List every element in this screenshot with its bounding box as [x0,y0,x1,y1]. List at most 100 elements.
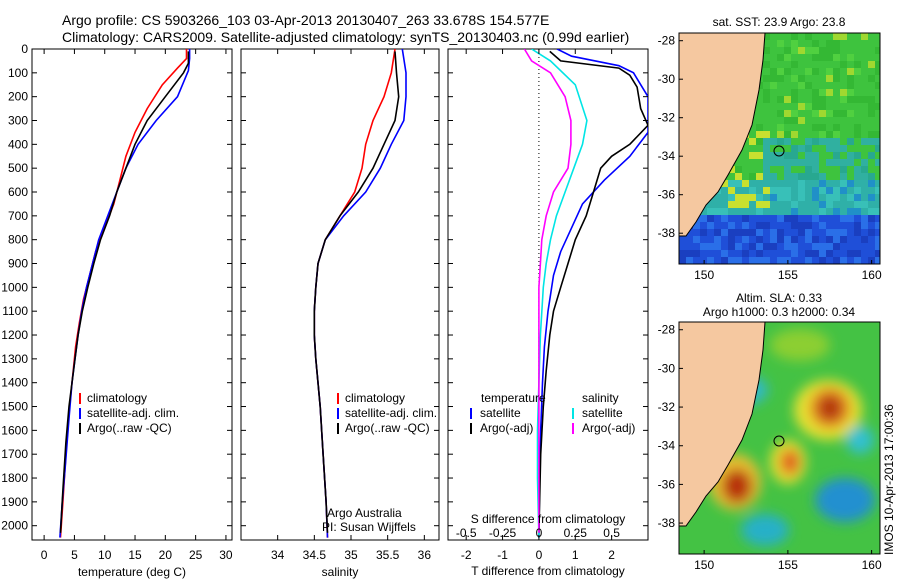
sst-cell [763,103,770,110]
sst-cell [868,124,875,131]
sst-cell [826,243,833,250]
sst-cell [840,131,847,138]
sst-cell [700,215,707,222]
series-line-argo_s [523,49,572,533]
sst-cell [756,173,763,180]
sst-cell [805,229,812,236]
sst-cell [819,222,826,229]
sst-cell [707,257,714,264]
sst-cell [819,194,826,201]
temperature-plot-frame [31,48,233,541]
series-line-argo [538,50,648,533]
sst-cell [777,187,784,194]
sst-cell [777,180,784,187]
map-x-tick-label: 150 [694,268,714,282]
sst-cell [784,138,791,145]
sst-cell [833,229,840,236]
sst-cell [805,110,812,117]
sst-cell [819,131,826,138]
sst-cell [777,131,784,138]
sst-cell [868,96,875,103]
sst-cell [721,180,728,187]
sst-cell [805,257,812,264]
sst-cell [763,173,770,180]
sst-cell [735,166,742,173]
sst-cell [861,61,868,68]
sst-cell [833,180,840,187]
sst-cell [763,166,770,173]
sst-cell [784,82,791,89]
sst-cell [833,166,840,173]
sst-cell [840,201,847,208]
sst-cell [791,145,798,152]
sst-cell [721,215,728,222]
sst-cell [798,194,805,201]
sst-cell [728,187,735,194]
sst-land [679,33,766,237]
sst-cell [721,250,728,257]
sst-cell [826,166,833,173]
sst-cell [854,138,861,145]
sst-cell [791,89,798,96]
sst-cell [868,40,875,47]
sst-cell [826,222,833,229]
sst-cell [714,215,721,222]
sst-cell [798,47,805,54]
sst-cell [798,124,805,131]
sst-cell [714,208,721,215]
sst-cell [791,250,798,257]
sst-cell [868,138,875,145]
difference-panel: -2 -1 0 1 2 -0.5 -0.25 0 0.25 0.5S difference fro… [447,48,649,578]
sst-cell [854,222,861,229]
sst-cell [875,243,880,250]
sst-cell [847,117,854,124]
sst-cell [756,152,763,159]
sst-cell [798,180,805,187]
sst-cell [847,96,854,103]
sst-cell [763,215,770,222]
sst-cell [798,96,805,103]
sst-cell [812,47,819,54]
x-tick-label: 0 [536,548,543,562]
sst-cell [798,61,805,68]
sst-cell [791,110,798,117]
sst-cell [826,152,833,159]
sst-cell [798,82,805,89]
sst-cell [854,180,861,187]
sst-cell [763,82,770,89]
sst-cell [679,243,686,250]
sst-cell [791,222,798,229]
sst-cell [819,215,826,222]
sst-cell [868,222,875,229]
sst-cell [770,152,777,159]
sst-cell [840,236,847,243]
sst-cell [784,215,791,222]
sst-cell [798,131,805,138]
sst-cell [805,243,812,250]
sst-cell [756,89,763,96]
x-axis-label: salinity [322,565,359,579]
sst-cell [861,208,868,215]
sst-cell [861,68,868,75]
sst-cell [686,229,693,236]
sla-argo-marker [773,435,785,447]
sst-cell [840,257,847,264]
sst-cell [812,208,819,215]
sst-cell [819,236,826,243]
y-tick-label: 100 [8,66,28,80]
sst-cell [847,215,854,222]
sst-cell [868,166,875,173]
sst-cell [840,208,847,215]
sst-cell [819,250,826,257]
sst-cell [805,131,812,138]
sst-cell [854,250,861,257]
sst-cell [805,33,812,40]
sst-cell [812,201,819,208]
sst-cell [826,54,833,61]
sst-cell [770,222,777,229]
sst-cell [798,236,805,243]
sst-cell [826,117,833,124]
map-y-tick-label: -36 [658,188,676,202]
sst-cell [854,194,861,201]
sst-cell [819,243,826,250]
